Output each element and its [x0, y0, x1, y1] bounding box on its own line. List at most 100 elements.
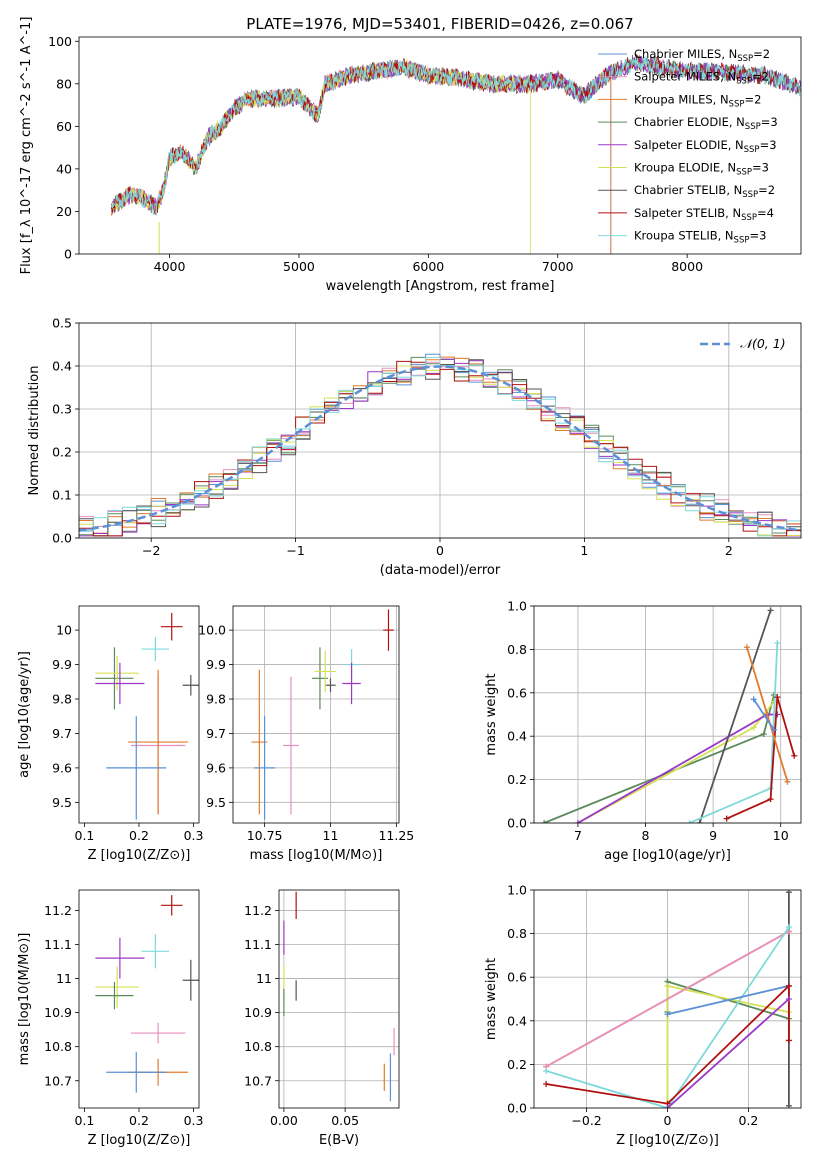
plot-area-weight_vs_age [541, 607, 798, 823]
panel-weight_vs_age: 7 8 9 10 0.0 0.2 0.4 0.6 0.8 1.0 age [log10(age/yr… [484, 599, 802, 863]
spectrum-series [110, 54, 801, 214]
errorbar-point [383, 609, 394, 651]
legend-label: 𝒩(0, 1) [740, 336, 786, 351]
y-tick-label: 0.6 [507, 970, 527, 985]
x-tick-label: 10.75 [247, 828, 283, 843]
x-tick-label: 7 [574, 828, 582, 843]
panel-spectrum: 4000 5000 6000 7000 8000 0 20 40 60 80 100 waveleng… [19, 17, 802, 294]
legend-label-rest: =2 [758, 183, 775, 197]
x-tick-label: 10 [773, 828, 789, 843]
x-tick-label: 0.1 [75, 1113, 95, 1128]
weight-marker [785, 996, 792, 1002]
weight-marker [791, 752, 798, 759]
legend-subscript: SSP [737, 54, 753, 64]
x-axis-label: Z [log10(Z/Z⊙)] [88, 848, 191, 863]
errorbar-point [95, 655, 139, 691]
y-tick-label: 10 [56, 623, 72, 638]
x-tick-label: 0 [436, 543, 444, 558]
errorbar-point [182, 674, 199, 696]
plot-area-weight_vs_Z [543, 890, 792, 1108]
legend-label-rest: =2 [744, 92, 761, 106]
weight-marker [574, 820, 581, 823]
y-tick-label: 0 [64, 247, 72, 262]
x-tick-label: 11.25 [378, 828, 414, 843]
weight-marker [767, 796, 774, 803]
legend-label-rest: =3 [760, 138, 777, 152]
errorbar-point [314, 650, 336, 693]
y-tick-label: 0.2 [507, 1057, 527, 1072]
errorbar-point [130, 1022, 186, 1044]
y-axis-label: mass [log10(M/M⊙)] [17, 933, 32, 1066]
panel-age_vs_Z: 0.1 0.2 0.3 9.5 9.6 9.7 9.8 9.9 10 Z [log10(Z/Z⊙)… [17, 605, 204, 863]
x-axis-label: wavelength [Angstrom, rest frame] [326, 279, 555, 294]
y-tick-label: 0.3 [52, 402, 72, 417]
x-tick-label: 0.2 [738, 1113, 758, 1128]
gaussian-curve [79, 365, 801, 532]
panel-mass_vs_ebv: 0.00 0.05 10.7 10.8 10.9 11 11.1 11.2 E(B-V) [244, 889, 400, 1148]
y-tick-label: 9.7 [206, 726, 226, 741]
y-tick-label: 0.1 [52, 488, 72, 503]
y-tick-label: 11.2 [244, 903, 272, 918]
x-tick-label: 0.1 [75, 828, 95, 843]
legend-label: Chabrier STELIB, NSSP=2 [634, 183, 775, 200]
y-tick-label: 0.6 [507, 685, 527, 700]
x-tick-label: 0.3 [184, 828, 204, 843]
y-tick-label: 0.0 [507, 816, 527, 831]
y-tick-label: 9.8 [52, 692, 72, 707]
x-tick-label: 0.2 [129, 828, 149, 843]
weight-marker [770, 726, 777, 733]
weight-marker [784, 778, 791, 785]
x-tick-label: 4000 [154, 259, 186, 274]
errorbar-point [141, 637, 169, 662]
axes-frame [278, 889, 400, 1109]
weight-marker [664, 982, 671, 989]
y-tick-label: 11.1 [244, 937, 272, 952]
axes-frame [78, 889, 200, 1109]
errorbar-point [342, 662, 361, 705]
y-tick-label: 10.7 [244, 1073, 272, 1088]
figure-title: PLATE=1976, MJD=53401, FIBERID=0426, z=0… [246, 15, 633, 33]
y-tick-label: 9.5 [206, 795, 226, 810]
x-axis-label: Z [log10(Z/Z⊙)] [88, 1133, 191, 1148]
y-tick-label: 0.2 [52, 445, 72, 460]
weight-marker [750, 724, 757, 731]
legend-subscript: SSP [729, 99, 745, 109]
panel-mass_vs_Z: 0.1 0.2 0.3 10.7 10.8 10.9 11 11.1 11.2 Z [log10(… [17, 889, 203, 1148]
axes-frame [232, 605, 400, 824]
legend-label: Kroupa STELIB, NSSP=3 [634, 229, 766, 246]
y-tick-label: 9.9 [206, 657, 226, 672]
x-tick-label: −0.2 [571, 1113, 601, 1128]
weight-series [698, 610, 772, 823]
legend-label: Salpeter STELIB, NSSP=4 [634, 206, 774, 223]
errorbar-point [283, 676, 299, 815]
legend-label-rest: =4 [757, 206, 774, 220]
y-tick-label: 1.0 [507, 883, 527, 898]
errorbar-point [95, 662, 145, 705]
x-tick-label: −1 [286, 543, 304, 558]
errorbar-point [128, 669, 189, 815]
weight-marker [723, 815, 730, 822]
y-axis-label: age [log10(age/yr)] [17, 651, 32, 778]
y-tick-label: 60 [56, 119, 72, 134]
weight-marker [767, 607, 774, 614]
x-tick-label: 0.2 [129, 1113, 149, 1128]
y-tick-label: 10.8 [44, 1039, 72, 1054]
weight-series [726, 696, 796, 820]
x-axis-label: mass [log10(M/M⊙)] [250, 848, 383, 863]
x-tick-label: 5000 [283, 259, 315, 274]
axes-frame [533, 605, 802, 824]
x-tick-label: 8 [642, 828, 650, 843]
legend-subscript: SSP [742, 190, 758, 200]
x-tick-label: 7000 [542, 259, 574, 274]
y-axis-label: Flux [f_λ 10^-17 erg cm^-2 s^-1 A^-1] [19, 17, 34, 275]
legend: Chabrier MILES, NSSP=2 Salpeter MILES, NS… [598, 47, 778, 246]
errorbar-point [160, 895, 183, 916]
x-axis-label: E(B-V) [319, 1133, 359, 1148]
axes-frame [78, 36, 802, 255]
weight-series [577, 700, 775, 823]
errorbar-point [95, 647, 134, 710]
x-tick-label: 8000 [671, 259, 703, 274]
y-tick-label: 9.7 [52, 726, 72, 741]
x-tick-label: 2 [725, 543, 733, 558]
